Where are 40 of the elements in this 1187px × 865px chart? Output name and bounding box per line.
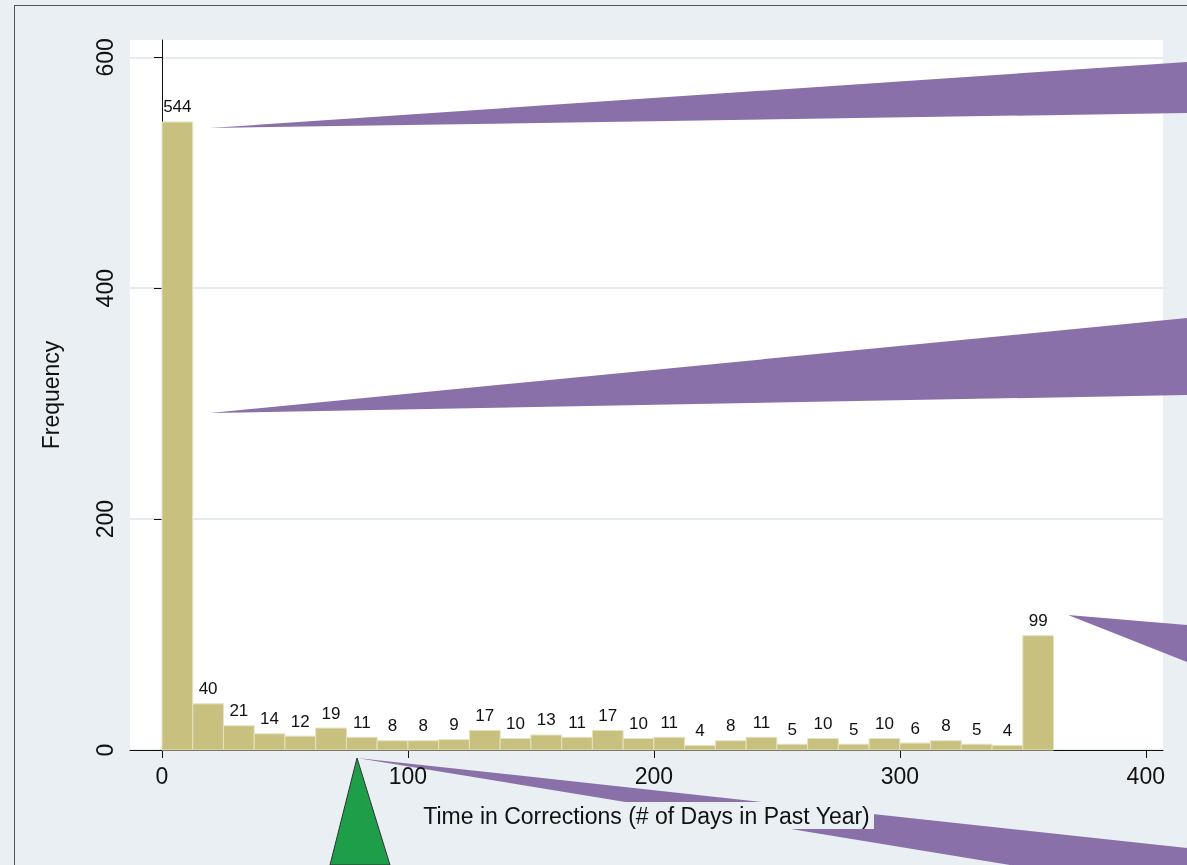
data-label: 10 bbox=[629, 713, 648, 733]
data-label: 9 bbox=[449, 715, 459, 735]
data-label: 10 bbox=[506, 713, 525, 733]
data-label: 13 bbox=[536, 710, 556, 730]
data-label: 5 bbox=[848, 719, 859, 739]
data-label: 11 bbox=[660, 712, 679, 732]
data-label: 8 bbox=[726, 716, 736, 736]
y-tick-label: 400 bbox=[91, 269, 118, 308]
data-label: 99 bbox=[1028, 611, 1048, 631]
y-tick-label: 200 bbox=[91, 499, 118, 539]
data-label: 8 bbox=[387, 716, 398, 736]
data-label: 10 bbox=[875, 713, 894, 733]
data-label: 544 bbox=[163, 97, 192, 117]
data-label: 8 bbox=[418, 716, 429, 736]
data-label: 10 bbox=[813, 713, 833, 733]
y-tick-label: 0 bbox=[91, 743, 118, 757]
data-label: 5 bbox=[787, 719, 797, 739]
x-axis-title: Time in Corrections (# of Days in Past Year) bbox=[423, 802, 870, 829]
x-tick-label: 200 bbox=[634, 762, 674, 789]
y-axis-title: Frequency bbox=[37, 340, 64, 450]
data-label: 12 bbox=[290, 711, 310, 731]
x-tick-label: 300 bbox=[880, 762, 920, 789]
data-label: 40 bbox=[198, 679, 218, 699]
data-label: 11 bbox=[352, 712, 371, 732]
data-label: 21 bbox=[229, 701, 249, 721]
data-label: 6 bbox=[910, 718, 920, 738]
data-label: 17 bbox=[475, 705, 495, 725]
data-label: 19 bbox=[321, 703, 341, 723]
data-label: 4 bbox=[1002, 720, 1013, 740]
x-tick-label: 400 bbox=[1126, 762, 1165, 789]
data-label: 5 bbox=[971, 719, 982, 739]
data-label: 14 bbox=[260, 709, 280, 729]
data-label: 11 bbox=[568, 712, 586, 732]
data-label: 4 bbox=[695, 720, 705, 740]
data-label: 17 bbox=[598, 705, 618, 725]
data-label: 8 bbox=[941, 716, 951, 736]
y-tick-label: 600 bbox=[91, 38, 118, 77]
x-tick-label: 100 bbox=[388, 762, 428, 789]
x-tick-label: 0 bbox=[155, 762, 169, 789]
data-label: 11 bbox=[752, 712, 771, 732]
